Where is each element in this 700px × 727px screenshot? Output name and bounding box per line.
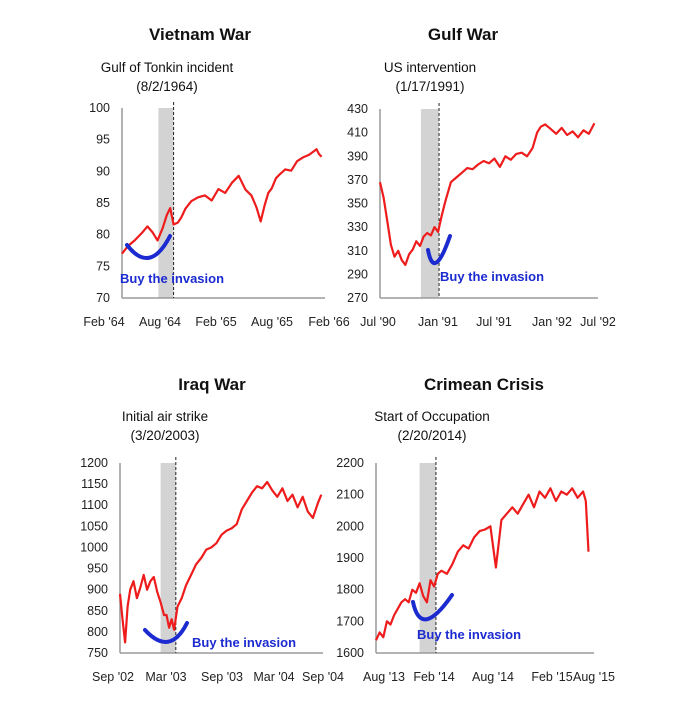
event-label: Initial air strike (122, 409, 208, 424)
y-tick-label: 2200 (336, 456, 364, 470)
chart-title: Vietnam War (149, 25, 251, 44)
x-tick-label: Jul '90 (360, 315, 396, 329)
x-tick-label: Aug '64 (139, 315, 181, 329)
y-tick-label: 70 (96, 291, 110, 305)
annotation-label: Buy the invasion (417, 627, 521, 642)
y-tick-label: 2000 (336, 519, 364, 533)
chart-title: Iraq War (178, 375, 246, 394)
dip-highlight-arc (426, 234, 452, 266)
y-tick-label: 90 (96, 164, 110, 178)
y-tick-label: 2100 (336, 488, 364, 502)
x-tick-label: Sep '04 (302, 670, 344, 684)
event-date: (2/20/2014) (397, 428, 466, 443)
event-date: (3/20/2003) (130, 428, 199, 443)
y-tick-label: 800 (87, 625, 108, 639)
chart-title: Crimean Crisis (424, 375, 544, 394)
y-tick-label: 900 (87, 583, 108, 597)
x-tick-label: Sep '02 (92, 670, 134, 684)
dip-highlight-arc (125, 234, 172, 261)
x-tick-label: Feb '14 (413, 670, 454, 684)
chart-panel: 70 75 80 85 90 95 100 Feb '64 Aug '64 Feb '65 Aug … (83, 25, 349, 329)
x-tick-label: Aug '14 (472, 670, 514, 684)
chart-panel: 1600 1700 1800 1900 2000 2100 2200 Aug '13 Feb '… (336, 375, 615, 684)
y-tick-label: 1100 (81, 498, 108, 512)
y-tick-label: 350 (347, 197, 368, 211)
y-tick-label: 1700 (336, 614, 364, 628)
x-tick-label: Jan '91 (418, 315, 458, 329)
x-tick-label: Aug '65 (251, 315, 293, 329)
event-date: (1/17/1991) (395, 79, 464, 94)
annotation-label: Buy the invasion (192, 635, 296, 650)
y-tick-label: 95 (96, 133, 110, 147)
series-line (374, 487, 590, 641)
y-tick-label: 80 (96, 228, 110, 242)
y-tick-label: 410 (347, 126, 368, 140)
y-tick-label: 1200 (80, 456, 108, 470)
y-tick-label: 330 (347, 220, 368, 234)
y-tick-label: 390 (347, 149, 368, 163)
annotation-label: Buy the invasion (440, 269, 544, 284)
chart-panel: 270 290 310 330 350 370 390 410 430 Jul '90 Jan '9… (347, 25, 616, 329)
y-tick-label: 270 (347, 291, 368, 305)
event-date: (8/2/1964) (136, 79, 198, 94)
series-line (378, 122, 596, 266)
y-tick-label: 370 (347, 173, 368, 187)
dip-highlight-arc (143, 621, 189, 644)
y-tick-label: 310 (347, 244, 368, 258)
x-tick-label: Feb '64 (83, 315, 124, 329)
x-tick-label: Aug '13 (363, 670, 405, 684)
series-line (121, 148, 323, 255)
y-tick-label: 1800 (336, 583, 364, 597)
chart-title: Gulf War (428, 25, 499, 44)
event-window-shade (158, 108, 174, 298)
event-window-shade (160, 463, 176, 653)
x-tick-label: Feb '65 (195, 315, 236, 329)
y-tick-label: 1150 (81, 477, 108, 491)
y-tick-label: 850 (87, 604, 108, 618)
x-tick-label: Mar '03 (145, 670, 186, 684)
y-tick-label: 950 (87, 562, 108, 576)
y-tick-label: 85 (96, 196, 110, 210)
y-tick-label: 75 (96, 259, 110, 273)
series-line (118, 480, 323, 644)
annotation-label: Buy the invasion (120, 271, 224, 286)
x-tick-label: Jul '92 (580, 315, 616, 329)
y-tick-label: 100 (89, 101, 110, 115)
event-label: Start of Occupation (374, 409, 490, 424)
x-tick-label: Sep '03 (201, 670, 243, 684)
event-window-shade (420, 109, 440, 298)
y-tick-label: 1600 (336, 646, 364, 660)
y-tick-label: 1000 (80, 540, 108, 554)
dip-highlight-arc (411, 593, 454, 622)
x-tick-label: Mar '04 (253, 670, 294, 684)
x-tick-label: Aug '15 (573, 670, 615, 684)
y-tick-label: 1050 (80, 519, 108, 533)
event-window-shade (419, 463, 436, 653)
y-tick-label: 750 (87, 646, 108, 660)
y-tick-label: 430 (347, 102, 368, 116)
event-label: US intervention (384, 60, 476, 75)
x-tick-label: Jul '91 (476, 315, 512, 329)
chart-panel: 750 800 850 900 950 1000 1050 1100 1150 1200 Sep '… (80, 375, 344, 684)
event-label: Gulf of Tonkin incident (101, 60, 234, 75)
x-tick-label: Feb '15 (531, 670, 572, 684)
y-tick-label: 290 (347, 267, 368, 281)
y-tick-label: 1900 (336, 551, 364, 565)
x-tick-label: Feb '66 (308, 315, 349, 329)
x-tick-label: Jan '92 (532, 315, 572, 329)
